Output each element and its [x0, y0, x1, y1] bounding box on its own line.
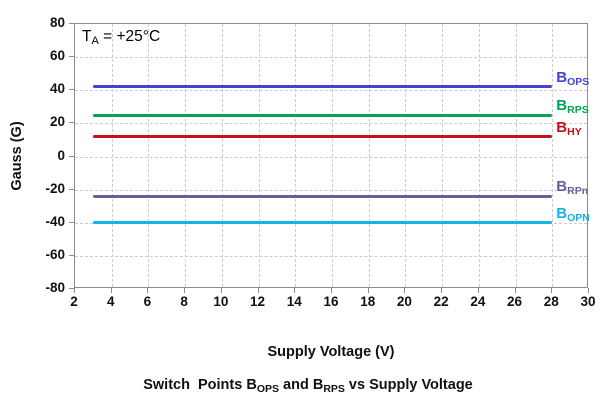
x-tick-label: 20 — [396, 294, 412, 309]
x-tick-mark — [257, 288, 259, 293]
v-gridline — [332, 24, 333, 287]
y-tick-label: 0 — [57, 147, 65, 163]
series-line-bops — [93, 85, 553, 89]
series-label-bops: BOPS — [556, 68, 590, 88]
x-tick-mark — [331, 288, 332, 293]
x-tick-mark — [74, 288, 75, 293]
y-tick-mark — [69, 122, 74, 124]
y-tick-label: -80 — [45, 280, 65, 295]
h-gridline — [75, 90, 587, 92]
x-tick-mark — [147, 288, 149, 293]
x-tick-label: 6 — [143, 294, 152, 309]
x-tick-mark — [294, 288, 296, 293]
x-tick-mark — [551, 288, 553, 293]
x-tick-label: 8 — [180, 294, 188, 309]
y-tick-label: 40 — [49, 81, 65, 97]
x-tick-mark — [220, 288, 222, 293]
y-tick-label: -60 — [45, 246, 65, 262]
x-tick-label: 28 — [543, 294, 559, 309]
series-line-brpn — [93, 194, 553, 198]
y-tick-label: 60 — [49, 48, 65, 64]
x-tick-label: 18 — [360, 294, 376, 309]
y-tick-mark — [69, 254, 74, 256]
x-tick-mark — [184, 288, 186, 293]
plot-area: TA = +25°C BOPS BRPS BHY BRPn BOPN — [74, 23, 590, 288]
h-gridline — [75, 123, 587, 125]
y-tick-mark — [69, 188, 74, 190]
v-gridline — [258, 24, 260, 287]
x-tick-label: 10 — [213, 294, 229, 309]
chart-title: Switch Points BOPS and BRPS vs Supply Vo… — [143, 377, 473, 395]
h-gridline — [75, 57, 587, 59]
x-tick-mark — [110, 288, 112, 293]
v-gridline — [221, 24, 223, 287]
v-gridline — [405, 24, 407, 287]
series-label-brps: BRPS — [556, 97, 589, 117]
y-tick-mark — [69, 221, 74, 223]
x-tick-label: 12 — [250, 294, 266, 309]
v-gridline — [515, 24, 517, 287]
x-tick-label: 2 — [70, 294, 78, 309]
x-tick-mark — [477, 288, 479, 293]
y-axis-title: Gauss (G) — [9, 121, 25, 191]
series-label-bhy: BHY — [556, 118, 582, 138]
x-tick-mark — [588, 288, 589, 293]
v-gridline — [442, 24, 444, 287]
x-tick-label: 4 — [106, 294, 115, 309]
x-tick-mark — [367, 288, 369, 293]
v-gridline — [148, 24, 150, 287]
y-tick-mark — [69, 89, 74, 91]
series-line-bhy — [93, 135, 553, 139]
x-tick-label: 24 — [470, 294, 486, 309]
y-tick-mark — [69, 288, 74, 289]
v-gridline — [111, 24, 113, 287]
x-tick-label: 16 — [323, 294, 339, 309]
series-label-bopn: BOPN — [556, 204, 590, 224]
x-tick-label: 22 — [433, 294, 449, 309]
h-gridline — [75, 189, 587, 191]
y-tick-mark — [69, 23, 74, 24]
x-tick-mark — [514, 288, 516, 293]
y-tick-label: -20 — [45, 180, 65, 196]
series-line-brps — [93, 113, 553, 117]
series-line-bopn — [93, 221, 553, 225]
x-tick-label: 26 — [507, 294, 523, 309]
y-tick-label: 20 — [49, 114, 65, 130]
h-gridline — [75, 156, 587, 158]
x-tick-label: 30 — [580, 294, 596, 309]
v-gridline — [185, 24, 187, 287]
h-gridline — [75, 255, 587, 257]
temperature-annotation: TA = +25°C — [82, 28, 161, 47]
y-tick-label: -40 — [45, 213, 65, 229]
x-tick-mark — [441, 288, 443, 293]
y-tick-label: 80 — [49, 15, 65, 30]
x-axis-title: Supply Voltage (V) — [267, 344, 395, 360]
series-label-brpn: BRPn — [556, 178, 589, 198]
v-gridline — [478, 24, 480, 287]
v-gridline — [295, 24, 297, 287]
v-gridline — [552, 24, 554, 287]
y-tick-mark — [69, 155, 74, 157]
y-tick-mark — [69, 56, 74, 58]
v-gridline — [368, 24, 370, 287]
x-tick-mark — [404, 288, 406, 293]
x-tick-label: 14 — [286, 294, 302, 309]
